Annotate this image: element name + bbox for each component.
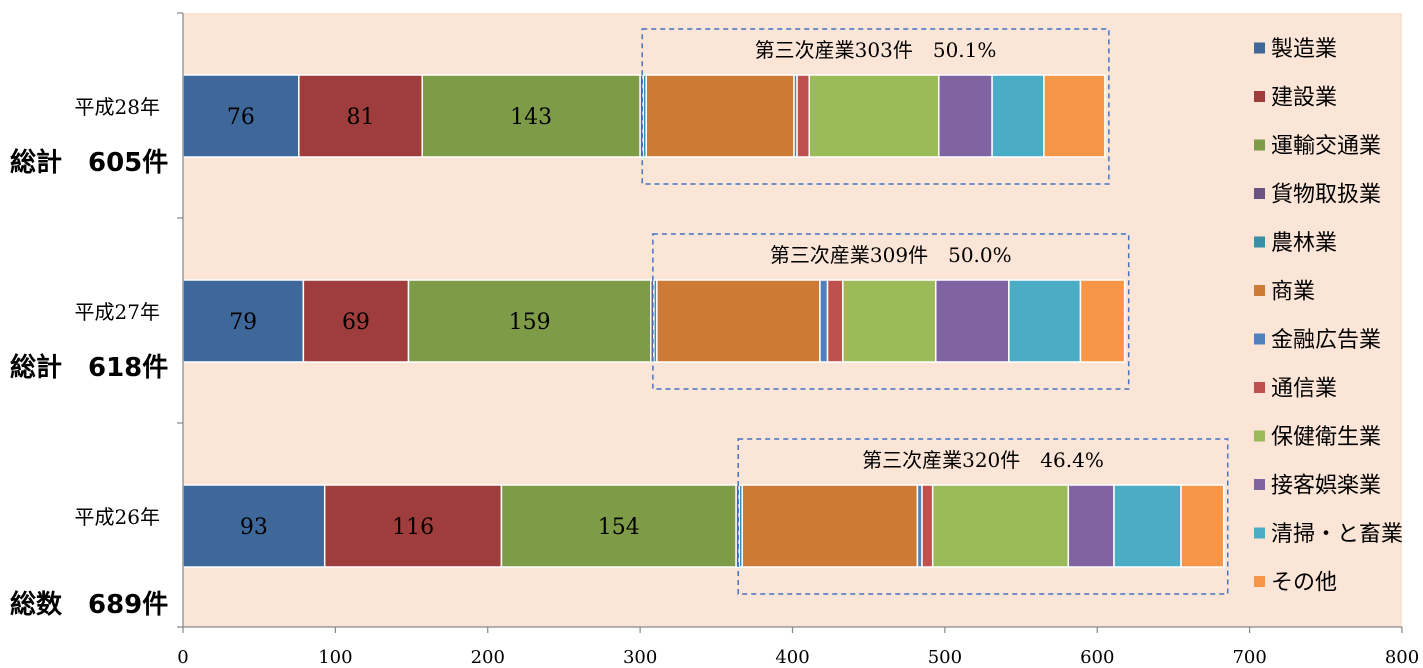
data-label: 143: [510, 105, 552, 130]
legend-label: 接客娯楽業: [1271, 474, 1381, 499]
category-label: 平成26年: [75, 505, 160, 529]
legend-label: 金融広告業: [1271, 328, 1381, 353]
legend-label: 運輸交通業: [1271, 134, 1381, 159]
bar-segment: [934, 279, 1010, 363]
legend-swatch: [1254, 285, 1265, 296]
bar-segment: [407, 279, 652, 363]
bar-segment: [842, 279, 937, 363]
bar-segment: [819, 279, 829, 363]
legend-swatch: [1254, 91, 1265, 102]
legend: 製造業建設業運輸交通業貨物取扱業農林業商業金融広告業通信業保健衛生業接客娯楽業清…: [1254, 37, 1403, 596]
data-label: 69: [342, 310, 370, 335]
legend-swatch: [1254, 42, 1265, 54]
x-tick-label: 100: [318, 647, 352, 668]
legend-label: 通信業: [1271, 377, 1337, 402]
x-tick-label: 400: [775, 647, 809, 668]
legend-label: 商業: [1271, 280, 1315, 305]
tertiary-boxes-layer: [641, 28, 1229, 595]
data-label: 116: [392, 515, 434, 540]
legend-swatch: [1254, 576, 1265, 587]
bar-segment: [1113, 484, 1182, 568]
tertiary-industry-box: [641, 28, 1110, 185]
legend-swatch: [1254, 527, 1265, 539]
legend-swatch: [1254, 236, 1265, 248]
x-tick-label: 500: [928, 647, 962, 668]
bar-segment: [421, 74, 641, 158]
x-tick-label: 700: [1232, 647, 1266, 668]
bar-segment: [1079, 279, 1126, 363]
total-label: 総数 689件: [10, 589, 168, 620]
bar-segment: [323, 484, 503, 568]
legend-label: 建設業: [1271, 86, 1337, 111]
legend-label: その他: [1271, 571, 1337, 596]
total-label: 総計 605件: [10, 147, 168, 178]
bar-segment: [921, 484, 934, 568]
data-label: 159: [509, 310, 551, 335]
x-tick-label: 800: [1385, 647, 1419, 668]
data-label: 93: [240, 515, 268, 540]
legend-label: 農林業: [1271, 231, 1337, 256]
bar-segment: [826, 279, 844, 363]
bars-layer: [182, 74, 1225, 568]
x-tick-label: 600: [1080, 647, 1114, 668]
data-label: 79: [229, 310, 257, 335]
bar-segment: [182, 74, 300, 158]
category-label: 平成28年: [75, 95, 160, 119]
legend-swatch: [1254, 188, 1265, 199]
legend-label: 製造業: [1271, 37, 1337, 62]
tertiary-industry-box: [737, 438, 1229, 595]
bar-segment: [796, 74, 811, 158]
legend-swatch: [1254, 139, 1265, 151]
bar-segment: [645, 74, 795, 158]
category-label: 平成27年: [75, 300, 160, 324]
bar-segment: [298, 74, 423, 158]
legend-swatch: [1254, 430, 1265, 442]
legend-swatch: [1254, 479, 1265, 490]
tertiary-industry-label: 第三次産業309件 50.0%: [770, 243, 1012, 267]
legend-label: 貨物取扱業: [1271, 183, 1381, 208]
x-tick-label: 0: [177, 647, 188, 668]
bar-segment: [741, 484, 919, 568]
legend-swatch: [1254, 382, 1265, 393]
total-label: 総計 618件: [10, 352, 168, 383]
tertiary-industry-label: 第三次産業320件 46.4%: [862, 448, 1104, 472]
data-label: 154: [598, 515, 640, 540]
axes-layer: 0 100 200 300 400 500 600 700 800: [177, 12, 1419, 668]
data-label: 76: [227, 105, 255, 130]
bar-segment: [808, 74, 940, 158]
x-tick-label: 300: [623, 647, 657, 668]
legend-label: 清掃・と畜業: [1271, 522, 1403, 547]
x-tick-label: 200: [471, 647, 505, 668]
tertiary-industry-box: [652, 233, 1130, 390]
bar-segment: [1067, 484, 1115, 568]
bar-segment: [1180, 484, 1225, 568]
data-label: 81: [347, 105, 375, 130]
bar-segment: [656, 279, 821, 363]
bar-segment: [931, 484, 1070, 568]
bar-segment: [1008, 279, 1082, 363]
bar-segment: [938, 74, 993, 158]
legend-label: 保健衛生業: [1271, 425, 1381, 450]
legend-swatch: [1254, 333, 1265, 345]
bar-segment: [991, 74, 1045, 158]
tertiary-industry-label: 第三次産業303件 50.1%: [755, 38, 997, 62]
bar-segment: [1043, 74, 1106, 158]
